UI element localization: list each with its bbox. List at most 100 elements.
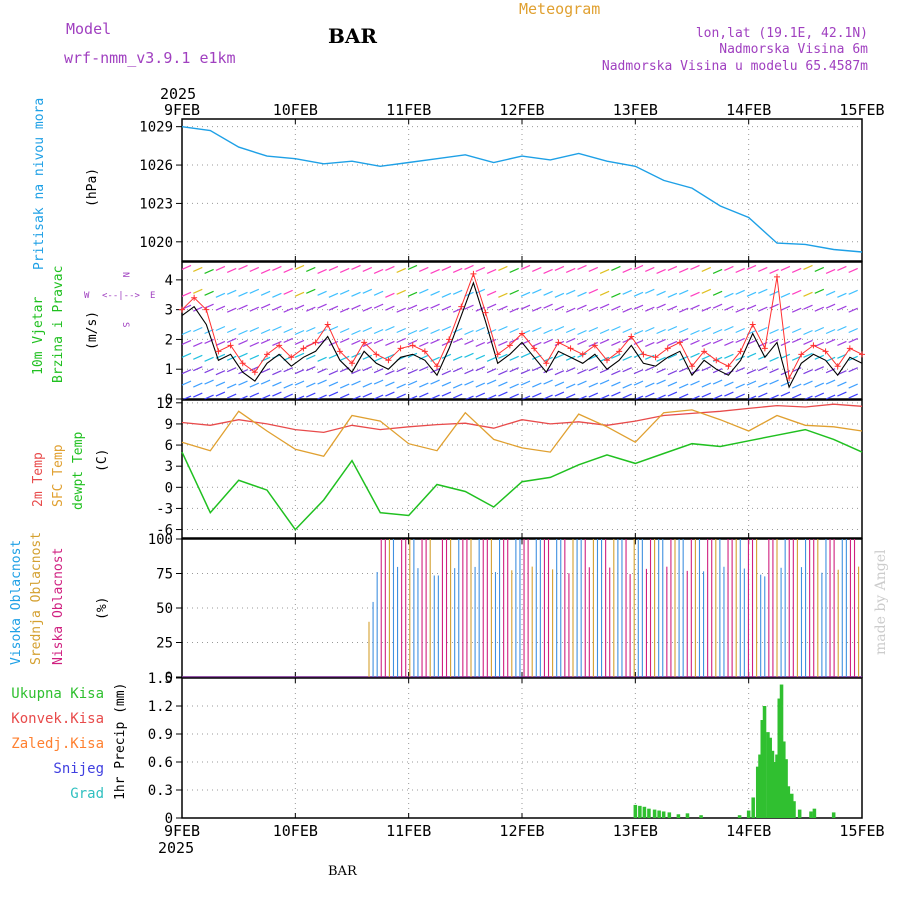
wind-barb bbox=[837, 292, 847, 298]
wind-barb bbox=[599, 379, 610, 385]
precip-bar bbox=[746, 810, 751, 818]
wind-barb bbox=[385, 353, 395, 359]
wind-barb bbox=[407, 304, 418, 310]
compass-n: N bbox=[120, 272, 130, 277]
wind-barb bbox=[407, 352, 418, 358]
wind-barb bbox=[724, 353, 734, 359]
wind-barb bbox=[667, 340, 678, 346]
gust-marker bbox=[774, 273, 780, 280]
wind-barb bbox=[204, 290, 214, 296]
cloud-unit: (%) bbox=[95, 597, 110, 620]
wind-barb bbox=[509, 355, 519, 361]
wind-barb bbox=[690, 291, 700, 297]
compass-w: W bbox=[84, 291, 90, 301]
wind-barb bbox=[791, 367, 802, 373]
wind-barb bbox=[441, 305, 452, 311]
wind-barb bbox=[226, 393, 237, 399]
wind-barb bbox=[181, 264, 192, 270]
precip-bar bbox=[667, 812, 672, 818]
wind-barb bbox=[825, 356, 836, 362]
x-tick-label-bottom: 14FEB bbox=[726, 822, 771, 840]
wind-barb bbox=[656, 379, 666, 385]
wind-barb bbox=[181, 380, 192, 386]
high-cloud-ylabel: Visoka Oblacnost bbox=[9, 540, 24, 665]
wind-barb bbox=[294, 264, 305, 270]
wind-barb bbox=[645, 392, 655, 398]
wind-barb bbox=[294, 291, 305, 297]
wind-barb bbox=[272, 370, 282, 376]
wind-barb bbox=[351, 329, 361, 336]
wind-barb bbox=[667, 353, 678, 359]
wind-barb bbox=[780, 292, 791, 298]
wind-barb bbox=[611, 391, 621, 397]
wind-barb bbox=[475, 326, 486, 333]
gust-marker bbox=[349, 360, 355, 367]
precip-bar bbox=[685, 813, 690, 818]
wind-barb bbox=[633, 329, 644, 336]
wind-barb bbox=[193, 306, 203, 312]
wind-barb bbox=[678, 393, 689, 399]
wind-barb bbox=[780, 265, 791, 271]
wind-barb bbox=[825, 394, 836, 400]
wind-barb bbox=[419, 382, 429, 388]
panel-precip: 0 0.3 0.6 0.9 1.2 1.5 bbox=[148, 671, 863, 827]
wind-barb bbox=[735, 267, 745, 273]
wind-barb bbox=[565, 327, 576, 334]
precip-bar bbox=[638, 805, 642, 818]
wind-barb bbox=[272, 265, 282, 271]
wind-barb bbox=[215, 340, 226, 346]
wind-barb bbox=[633, 380, 644, 386]
wind-barb bbox=[588, 382, 599, 388]
precip-bar bbox=[755, 766, 760, 818]
wind-barb bbox=[599, 394, 610, 400]
wind-barb bbox=[701, 382, 712, 388]
wind-barb bbox=[452, 267, 463, 273]
wind-barb bbox=[667, 265, 678, 271]
gust-marker bbox=[567, 345, 574, 352]
wind-barb bbox=[712, 328, 723, 335]
wind-barb bbox=[791, 267, 802, 273]
wind-barb bbox=[498, 292, 508, 298]
wind-barb bbox=[260, 328, 271, 335]
wind-barb bbox=[430, 338, 440, 344]
gust-marker bbox=[713, 357, 720, 364]
wind-barb bbox=[724, 265, 734, 271]
wind-barb bbox=[396, 337, 406, 343]
wind-barb bbox=[226, 289, 237, 295]
y-tick-label: 25 bbox=[156, 636, 173, 652]
wind-barb bbox=[588, 366, 599, 372]
wind-barb bbox=[565, 337, 576, 343]
wind-barb bbox=[419, 288, 429, 294]
wind-barb bbox=[509, 383, 519, 389]
wind-barb bbox=[396, 327, 406, 334]
wind-barb bbox=[645, 382, 655, 388]
wind-barb bbox=[238, 329, 248, 336]
wind-barb bbox=[509, 267, 519, 273]
wind-barb bbox=[837, 340, 847, 346]
wind-barb bbox=[633, 369, 644, 375]
y-tick-label: 2 bbox=[165, 332, 173, 348]
wind-barb bbox=[803, 380, 813, 386]
wind-barb bbox=[645, 306, 655, 312]
wind-ylabel-1: 10m Vjetar bbox=[31, 297, 46, 375]
wind-barb bbox=[780, 305, 791, 311]
wind-barb bbox=[758, 306, 768, 312]
wind-barb bbox=[260, 379, 271, 385]
wind-barb bbox=[690, 304, 700, 310]
gust-marker bbox=[822, 348, 829, 355]
wind-barb bbox=[249, 382, 260, 388]
meteogram-title: Meteogram bbox=[519, 0, 600, 18]
wind-barb bbox=[430, 268, 440, 274]
wind-barb bbox=[837, 391, 847, 397]
wind-barb bbox=[678, 289, 689, 295]
gust-marker bbox=[312, 339, 319, 346]
wind-barb bbox=[396, 307, 406, 313]
wind-barb bbox=[565, 289, 576, 295]
wind-barb bbox=[622, 383, 632, 389]
wind-barb bbox=[283, 337, 293, 343]
wind-barb bbox=[351, 291, 361, 297]
wind-barb bbox=[283, 307, 293, 313]
y-tick-label: 4 bbox=[165, 273, 173, 289]
wind-barb bbox=[656, 290, 666, 296]
wind-barb bbox=[475, 382, 486, 388]
